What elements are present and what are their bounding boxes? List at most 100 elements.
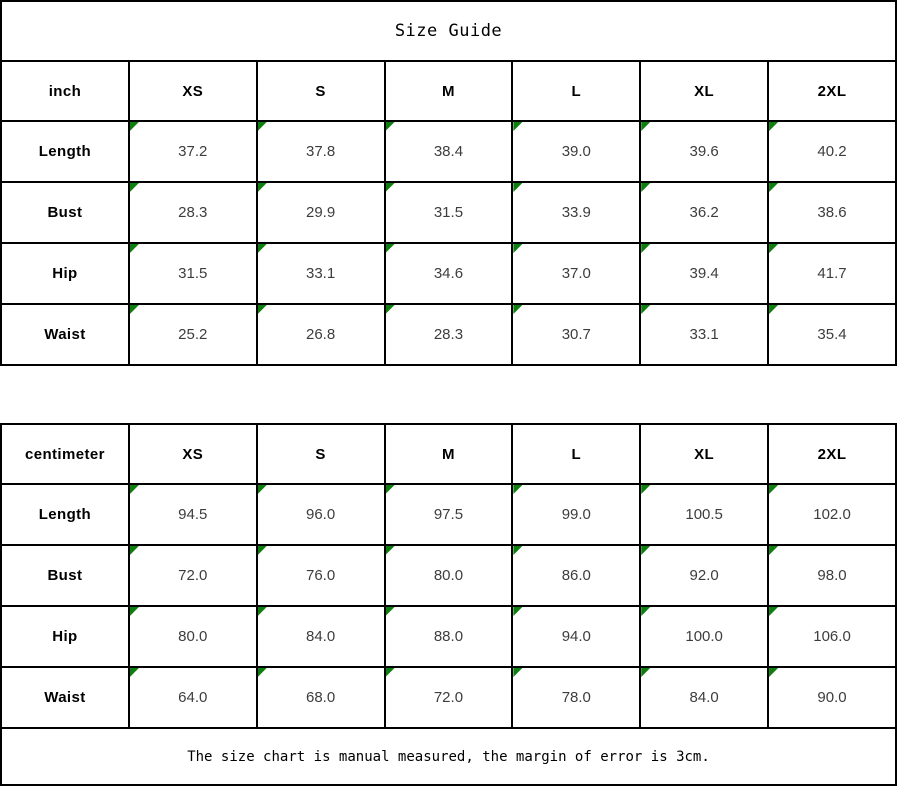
- unit-header-inch: inch: [0, 60, 130, 122]
- size-value-cell: 35.4: [767, 303, 897, 366]
- size-value-cell: 33.9: [511, 181, 642, 244]
- corner-flag-icon: [514, 608, 523, 616]
- size-value: 25.2: [178, 326, 208, 343]
- measurement-label: Bust: [0, 181, 130, 244]
- size-value-cell: 40.2: [767, 120, 897, 183]
- size-value-cell: 88.0: [383, 605, 514, 668]
- size-value-cell: 39.6: [639, 120, 770, 183]
- table-row: Bust 72.0 76.0 80.0 86.0 92.0 98.0: [0, 544, 897, 607]
- corner-flag-icon: [258, 608, 267, 616]
- size-value-cell: 72.0: [127, 544, 258, 607]
- table-row: Waist 25.2 26.8 28.3 30.7 33.1 35.4: [0, 303, 897, 366]
- corner-flag-icon: [642, 547, 651, 555]
- table-row: Hip 80.0 84.0 88.0 94.0 100.0 106.0: [0, 605, 897, 668]
- size-value-cell: 98.0: [767, 544, 897, 607]
- corner-flag-icon: [770, 486, 779, 494]
- corner-flag-icon: [130, 123, 139, 131]
- corner-flag-icon: [770, 123, 779, 131]
- size-value-cell: 28.3: [127, 181, 258, 244]
- measurement-label: Length: [0, 120, 130, 183]
- size-value-cell: 33.1: [255, 242, 386, 305]
- size-value: 100.0: [685, 628, 723, 645]
- inch-header-row: inch XS S M L XL 2XL: [0, 60, 897, 122]
- corner-flag-icon: [258, 184, 267, 192]
- size-value: 84.0: [689, 689, 719, 706]
- measurement-disclaimer: The size chart is manual measured, the m…: [0, 727, 897, 786]
- corner-flag-icon: [642, 306, 651, 314]
- table-row: Bust 28.3 29.9 31.5 33.9 36.2 38.6: [0, 181, 897, 244]
- size-value: 90.0: [817, 689, 847, 706]
- corner-flag-icon: [386, 547, 395, 555]
- corner-flag-icon: [386, 184, 395, 192]
- size-value: 31.5: [433, 204, 464, 221]
- size-header-xl: XL: [639, 423, 770, 485]
- corner-flag-icon: [642, 184, 651, 192]
- table-row: Hip 31.5 33.1 34.6 37.0 39.4 41.7: [0, 242, 897, 305]
- size-value: 76.0: [306, 567, 336, 584]
- size-value: 30.7: [561, 326, 591, 343]
- size-value-cell: 34.6: [383, 242, 514, 305]
- size-value-cell: 26.8: [255, 303, 386, 366]
- size-value: 92.0: [689, 567, 719, 584]
- size-value: 64.0: [178, 689, 208, 706]
- size-value-cell: 39.4: [639, 242, 770, 305]
- corner-flag-icon: [386, 608, 395, 616]
- size-value-cell: 96.0: [255, 483, 386, 546]
- measurement-label: Waist: [0, 666, 130, 729]
- size-value: 37.8: [306, 143, 336, 160]
- corner-flag-icon: [770, 184, 779, 192]
- size-value-cell: 68.0: [255, 666, 386, 729]
- size-value: 40.2: [817, 143, 847, 160]
- size-value-cell: 100.5: [639, 483, 770, 546]
- corner-flag-icon: [130, 669, 139, 677]
- size-value: 86.0: [561, 567, 591, 584]
- corner-flag-icon: [130, 486, 139, 494]
- table-row: Waist 64.0 68.0 72.0 78.0 84.0 90.0: [0, 666, 897, 729]
- measurement-label: Hip: [0, 242, 130, 305]
- size-value: 33.9: [561, 204, 591, 221]
- measurement-label: Bust: [0, 544, 130, 607]
- size-value: 106.0: [813, 628, 851, 645]
- corner-flag-icon: [514, 123, 523, 131]
- size-value: 39.4: [689, 265, 719, 282]
- inch-size-table: Size Guide inch XS S M L XL 2XL Length 37…: [0, 0, 897, 366]
- size-value: 96.0: [306, 506, 336, 523]
- size-value-cell: 106.0: [767, 605, 897, 668]
- size-header-m: M: [383, 60, 514, 122]
- size-value: 37.0: [561, 265, 591, 282]
- corner-flag-icon: [386, 486, 395, 494]
- size-value: 28.3: [433, 326, 464, 343]
- cm-header-row: centimeter XS S M L XL 2XL: [0, 423, 897, 485]
- corner-flag-icon: [130, 306, 139, 314]
- size-value: 88.0: [433, 628, 464, 645]
- size-value-cell: 30.7: [511, 303, 642, 366]
- page-title: Size Guide: [0, 0, 897, 62]
- size-value-cell: 25.2: [127, 303, 258, 366]
- size-header-s: S: [255, 423, 386, 485]
- size-value-cell: 80.0: [383, 544, 514, 607]
- corner-flag-icon: [258, 669, 267, 677]
- corner-flag-icon: [642, 608, 651, 616]
- size-value: 97.5: [433, 506, 464, 523]
- size-value: 72.0: [178, 567, 208, 584]
- corner-flag-icon: [770, 547, 779, 555]
- size-value-cell: 72.0: [383, 666, 514, 729]
- corner-flag-icon: [642, 486, 651, 494]
- corner-flag-icon: [514, 669, 523, 677]
- cm-size-table: centimeter XS S M L XL 2XL Length 94.5 96.…: [0, 423, 897, 786]
- size-value: 29.9: [306, 204, 336, 221]
- footer-row: The size chart is manual measured, the m…: [0, 727, 897, 786]
- size-value: 94.0: [561, 628, 591, 645]
- size-value-cell: 38.4: [383, 120, 514, 183]
- size-value: 28.3: [178, 204, 208, 221]
- corner-flag-icon: [130, 547, 139, 555]
- corner-flag-icon: [386, 669, 395, 677]
- size-value: 68.0: [306, 689, 336, 706]
- size-value-cell: 78.0: [511, 666, 642, 729]
- size-value: 33.1: [306, 265, 336, 282]
- measurement-label: Hip: [0, 605, 130, 668]
- size-value: 78.0: [561, 689, 591, 706]
- size-value-cell: 84.0: [639, 666, 770, 729]
- size-value-cell: 28.3: [383, 303, 514, 366]
- size-value: 39.6: [689, 143, 719, 160]
